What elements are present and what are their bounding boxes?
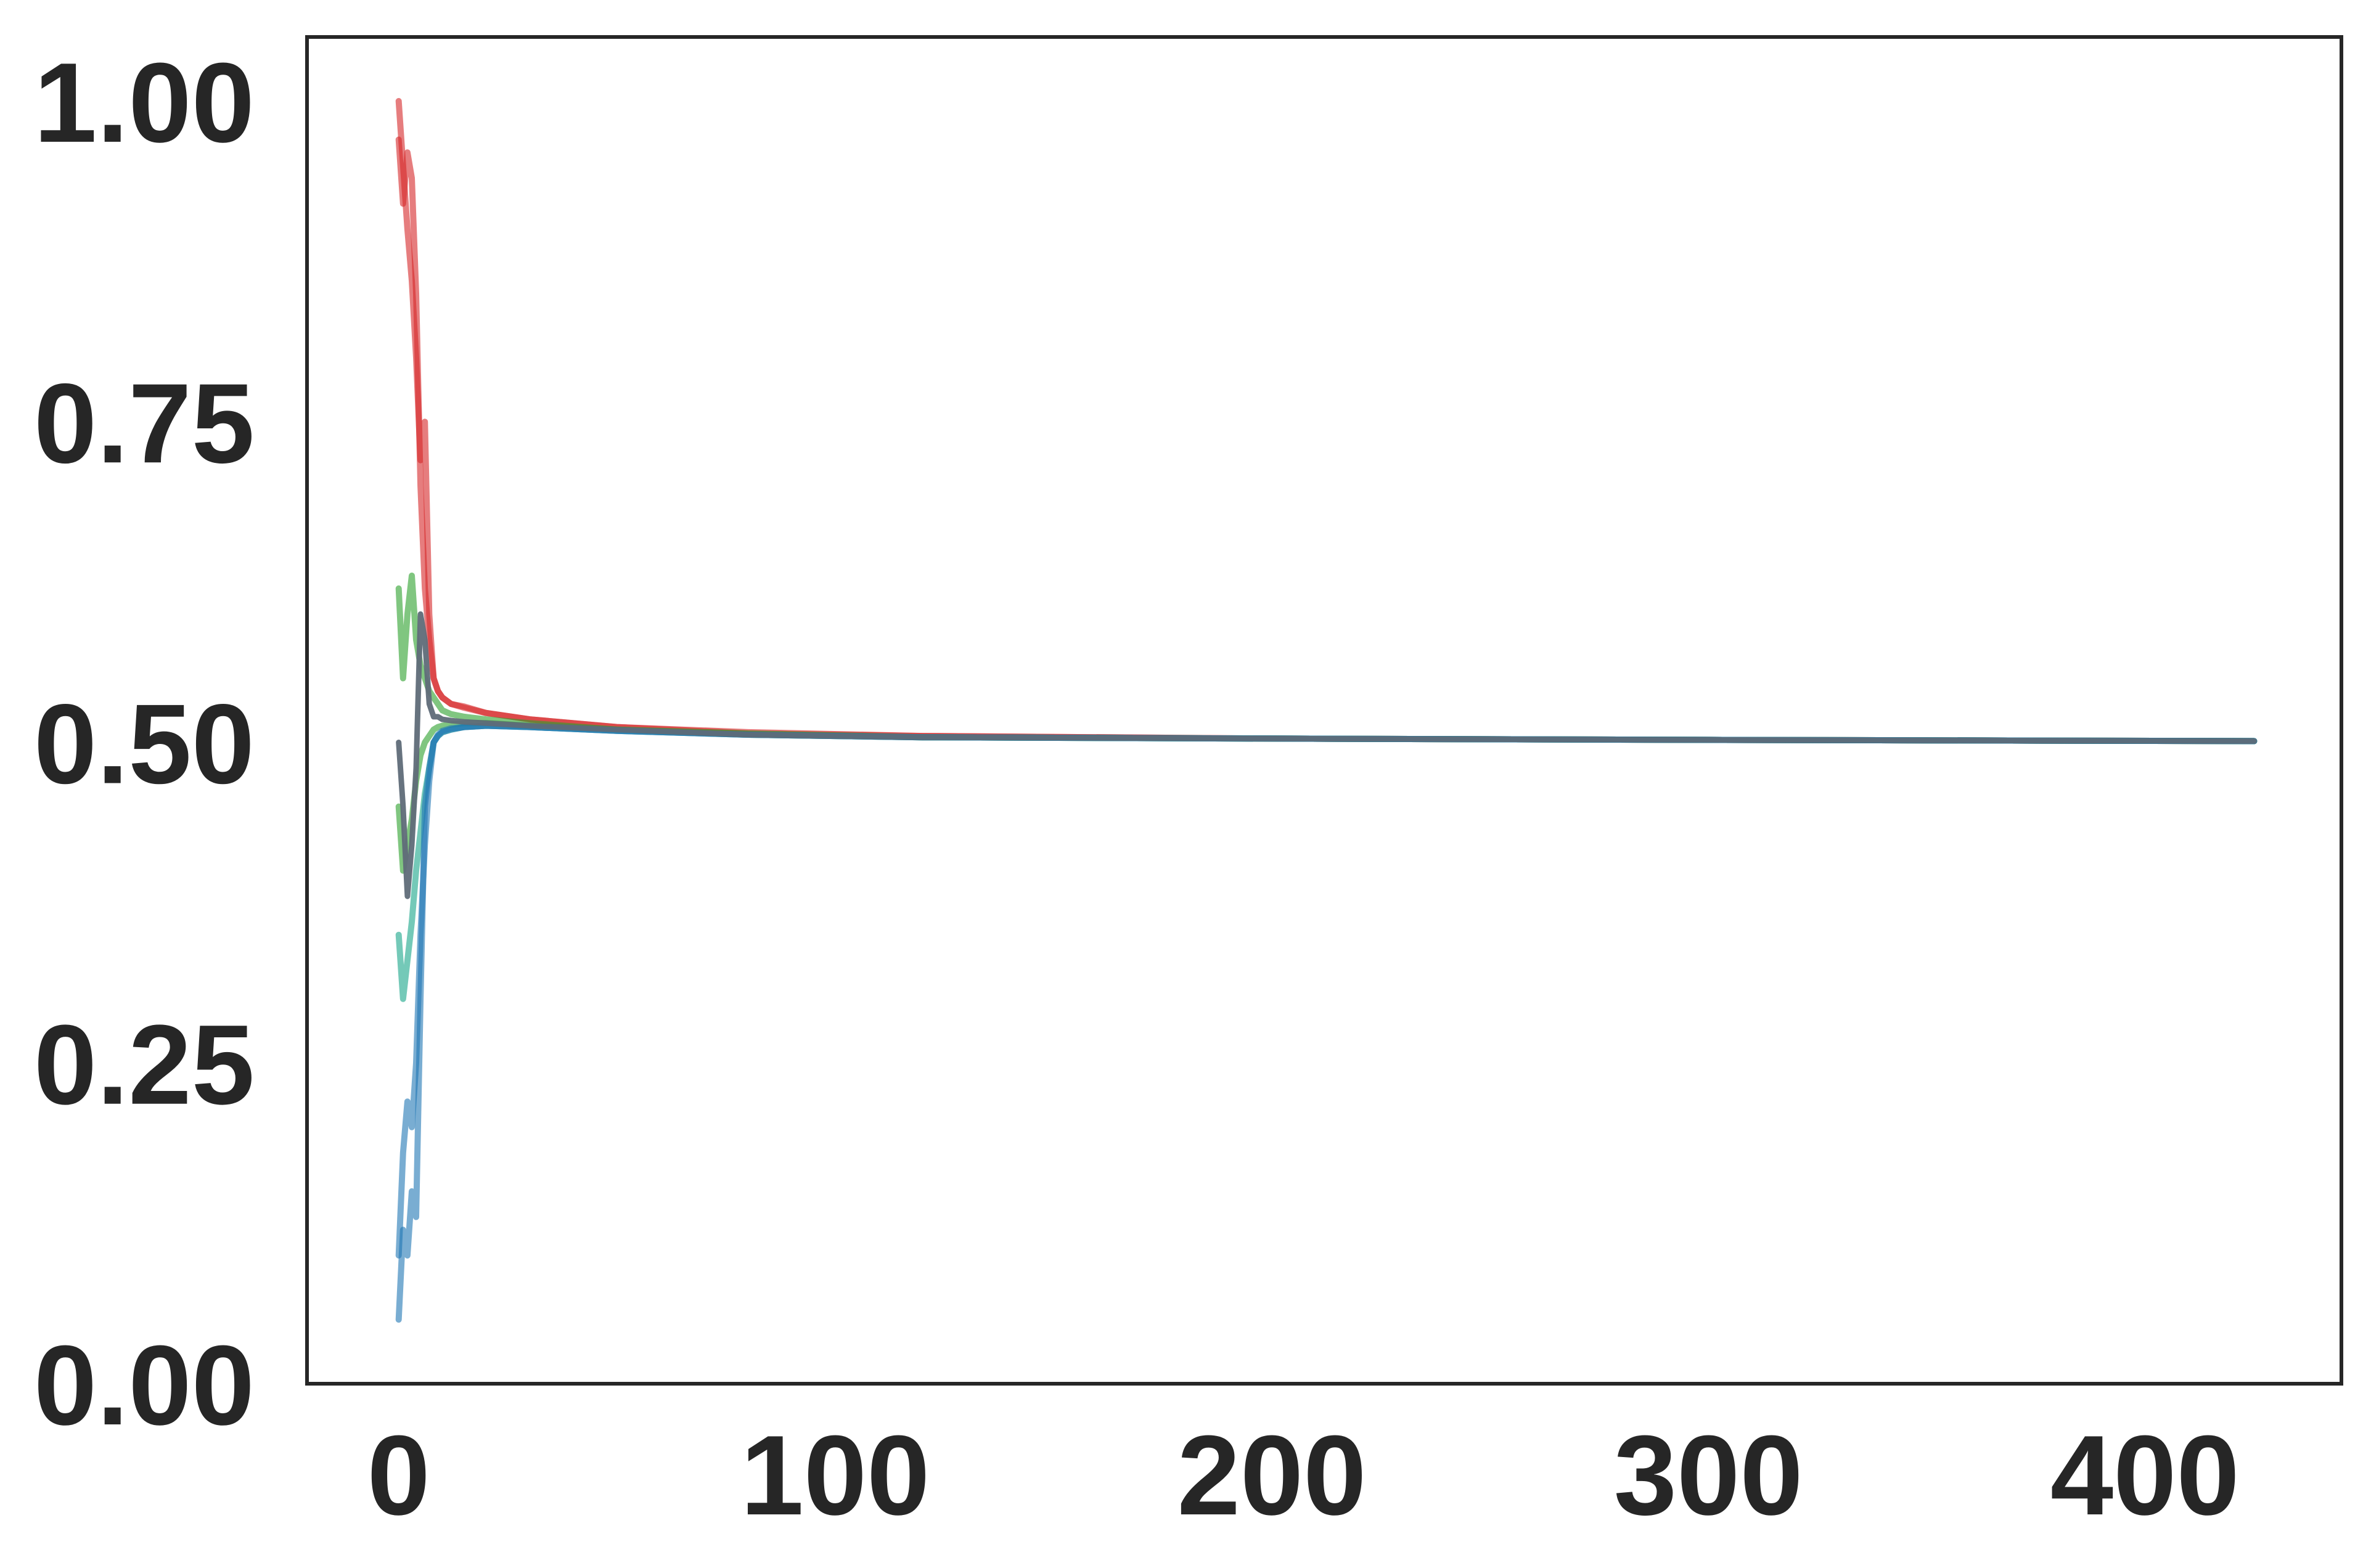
y-tick-label-0.00: 0.00 — [34, 1321, 255, 1448]
y-tick-label-0.75: 0.75 — [34, 359, 255, 486]
x-tick-label-300: 300 — [1614, 1411, 1803, 1538]
y-tick-label-0.25: 0.25 — [34, 1001, 255, 1128]
y-tick-label-1.00: 1.00 — [34, 39, 255, 166]
x-tick-label-400: 400 — [2050, 1411, 2240, 1538]
series-layer — [395, 98, 2258, 1323]
x-tick-labels: 0 100 200 300 400 — [367, 1411, 2240, 1538]
y-tick-label-0.50: 0.50 — [34, 680, 255, 807]
plot-background — [307, 37, 2341, 1384]
series-line-gray-7 — [396, 611, 2257, 899]
x-tick-label-100: 100 — [740, 1411, 930, 1538]
x-tick-label-200: 200 — [1177, 1411, 1367, 1538]
y-tick-labels: 0.00 0.25 0.50 0.75 1.00 — [34, 39, 255, 1448]
plot-frame — [305, 35, 2343, 1386]
x-tick-label-0: 0 — [367, 1411, 430, 1538]
